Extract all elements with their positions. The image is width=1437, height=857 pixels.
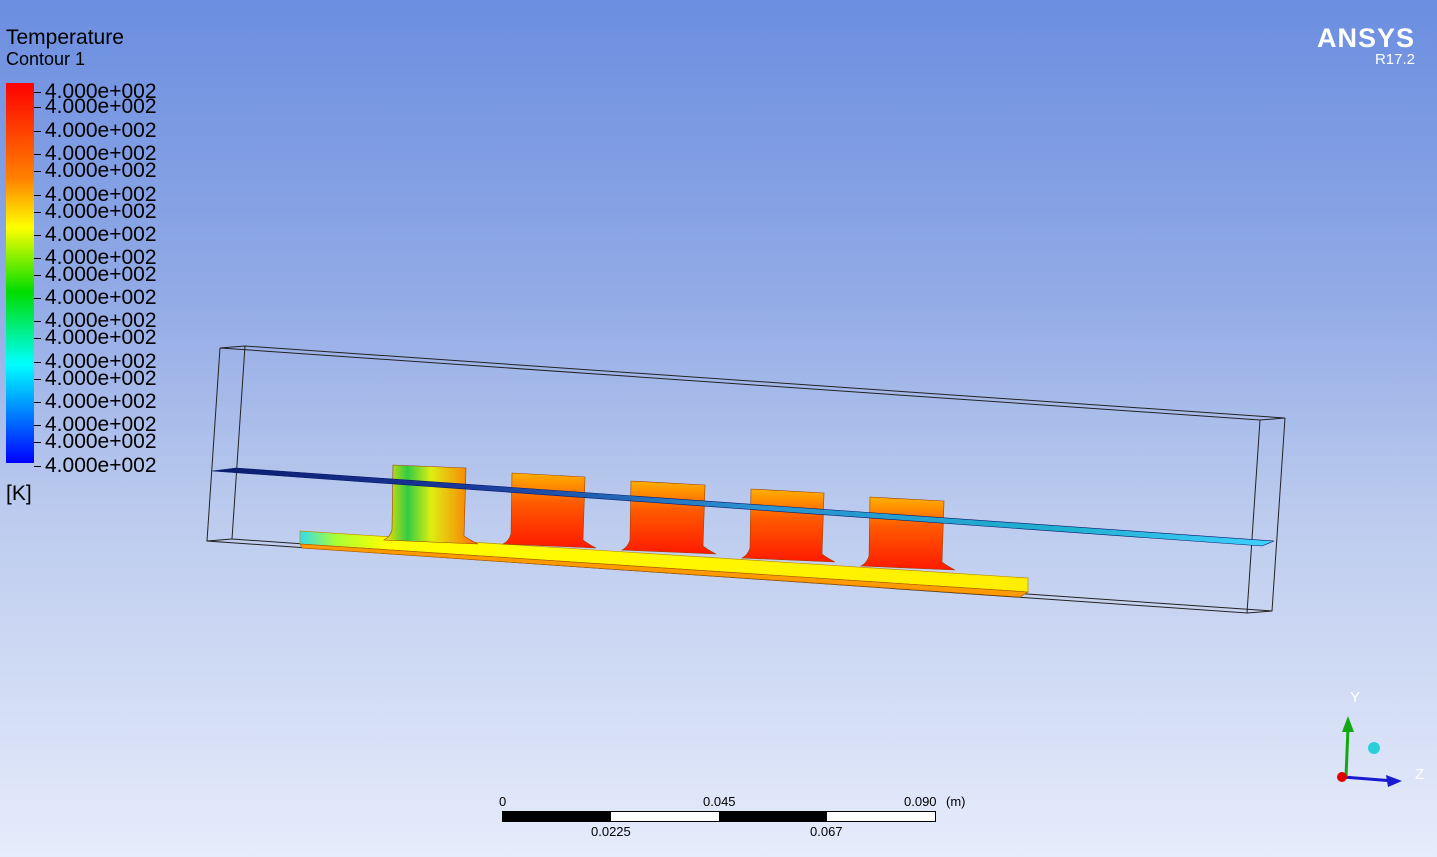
fin-2 <box>501 472 597 549</box>
axis-y-label: Y <box>1350 689 1361 706</box>
legend-tick-label: 4.000e+002 <box>45 142 157 165</box>
legend-tick-label: 4.000e+002 <box>45 367 157 390</box>
legend-tick-label: 4.000e+002 <box>45 80 157 103</box>
legend-tick-mark <box>34 171 41 172</box>
fin-1 <box>382 464 479 545</box>
legend-tick-label: 4.000e+002 <box>45 350 157 373</box>
axis-z-label: Z <box>1415 766 1425 783</box>
legend-tick-mark <box>34 425 41 426</box>
legend-tick-label: 4.000e+002 <box>45 454 157 477</box>
legend-tick-mark <box>34 298 41 299</box>
legend-subtitle: Contour 1 <box>6 49 86 69</box>
fin-3 <box>620 480 717 555</box>
base-plate <box>299 530 1030 598</box>
fin-4 <box>740 488 836 563</box>
legend-tick-mark <box>34 107 41 108</box>
legend-tick-label: 4.000e+002 <box>45 430 157 453</box>
legend-tick-label: 4.000e+002 <box>45 223 157 246</box>
legend-tick-mark <box>34 212 41 213</box>
legend-tick-label: 4.000e+002 <box>45 183 157 206</box>
legend-tick-mark <box>34 338 41 339</box>
legend-tick-mark <box>34 275 41 276</box>
legend-title: Temperature <box>6 26 124 49</box>
axis-triad <box>1337 716 1402 787</box>
legend-tick-mark <box>34 442 41 443</box>
legend-tick-mark <box>34 321 41 322</box>
legend-tick-label: 4.000e+002 <box>45 95 157 118</box>
inlet-rod <box>211 467 1275 547</box>
legend-tick-label: 4.000e+002 <box>45 246 157 269</box>
logo-name: ANSYS <box>1316 23 1415 53</box>
legend-tick-label: 4.000e+002 <box>45 119 157 142</box>
legend-tick-mark <box>34 92 41 93</box>
color-bar <box>6 83 34 463</box>
legend-tick-label: 4.000e+002 <box>45 326 157 349</box>
legend-tick-mark <box>34 379 41 380</box>
legend-tick-mark <box>34 131 41 132</box>
legend-tick-label: 4.000e+002 <box>45 159 157 182</box>
legend-tick-label: 4.000e+002 <box>45 309 157 332</box>
ansys-logo: ANSYS R17.2 <box>1317 24 1415 68</box>
legend-tick-mark <box>34 235 41 236</box>
legend-tick-mark <box>34 195 41 196</box>
legend-tick-label: 4.000e+002 <box>45 263 157 286</box>
legend-tick-mark <box>34 466 41 467</box>
fin-5 <box>859 496 956 571</box>
legend-tick-label: 4.000e+002 <box>45 200 157 223</box>
legend-tick-label: 4.000e+002 <box>45 286 157 309</box>
legend-tick-mark <box>34 258 41 259</box>
legend-unit: [K] <box>6 482 32 505</box>
legend-tick-mark <box>34 362 41 363</box>
legend-tick-label: 4.000e+002 <box>45 390 157 413</box>
legend-tick-mark <box>34 402 41 403</box>
legend-tick-label: 4.000e+002 <box>45 413 157 436</box>
logo-version: R17.2 <box>1374 51 1415 68</box>
legend-tick-mark <box>34 154 41 155</box>
color-bar-ticks <box>34 83 44 467</box>
